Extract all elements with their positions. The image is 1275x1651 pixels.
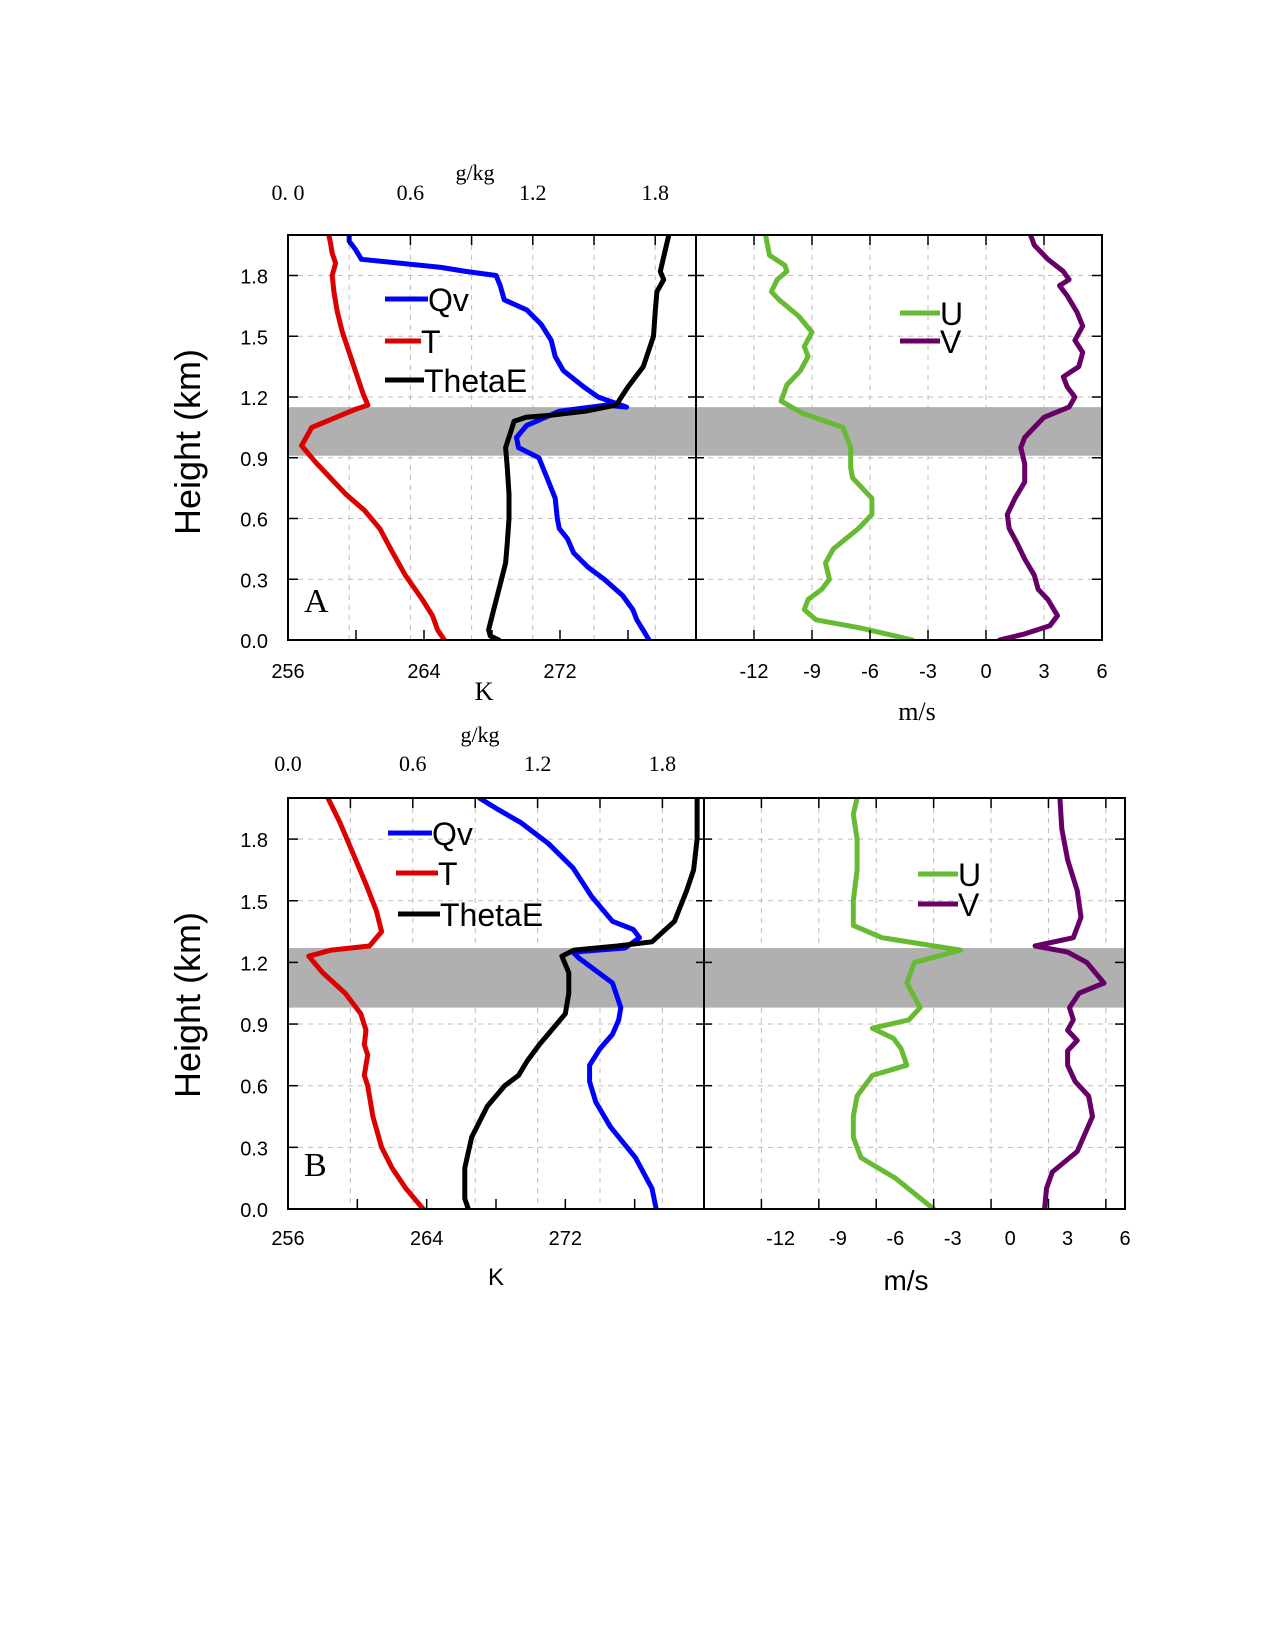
- panel-b-grid: [288, 798, 1125, 1209]
- panel-b-legend-left: Qv T ThetaE: [388, 816, 543, 933]
- panel-a: 0.0 0.3 0.6 0.9 1.2 1.5 1.8 256 264 272 0. 0 0.6 1.2…: [240, 160, 1107, 726]
- wind-tick-label: 3: [1038, 661, 1049, 683]
- panel-a-series-u: [763, 235, 915, 640]
- panel-b-left-xlabel: K: [488, 1264, 504, 1291]
- y-tick-label: 1.5: [240, 892, 268, 914]
- wind-tick-label: -6: [861, 661, 879, 683]
- panel-b-series-u: [850, 798, 963, 1209]
- y-tick-label: 1.5: [240, 327, 268, 349]
- k-tick-label: 256: [271, 1228, 304, 1250]
- y-tick-label: 1.8: [240, 830, 268, 852]
- legend-b-v: V: [958, 887, 980, 923]
- wind-tick-label: -6: [886, 1228, 904, 1250]
- qv-tick-label: 0.6: [397, 180, 425, 205]
- legend-a-t: T: [421, 324, 441, 360]
- panel-a-left-xlabel: K: [475, 677, 494, 706]
- y-tick-label: 0.3: [240, 570, 268, 592]
- qv-tick-label: 0. 0: [272, 180, 305, 205]
- panel-b-top-axis-title: g/kg: [460, 722, 499, 747]
- panel-a-ticks: 0.0 0.3 0.6 0.9 1.2 1.5 1.8 256 264 272 0. 0 0.6 1.2…: [240, 180, 1107, 683]
- y-tick-label: 1.8: [240, 267, 268, 289]
- panel-a-right-xlabel: m/s: [898, 697, 936, 726]
- qv-tick-label: 1.2: [519, 180, 547, 205]
- panel-a-legend-left: Qv T ThetaE: [385, 282, 527, 399]
- wind-tick-label: -3: [919, 661, 937, 683]
- panel-a-series-thetae: [486, 235, 672, 640]
- panel-b-legend-right: U V: [918, 857, 981, 923]
- k-tick-label: 264: [410, 1228, 443, 1250]
- panel-b-series-t: [306, 798, 426, 1209]
- panel-a-label: A: [304, 583, 329, 620]
- legend-b-qv: Qv: [432, 816, 473, 852]
- qv-tick-label: 1.8: [649, 751, 677, 776]
- panel-a-series-t: [299, 235, 447, 640]
- panel-b-series-thetae: [462, 798, 700, 1209]
- qv-tick-label: 0.0: [274, 751, 302, 776]
- wind-tick-label: -9: [829, 1228, 847, 1250]
- y-tick-label: 1.2: [240, 388, 268, 410]
- legend-b-t: T: [438, 856, 458, 892]
- y-tick-label: 0.6: [240, 510, 268, 532]
- y-tick-label: 0.9: [240, 449, 268, 471]
- panel-a-series-v: [997, 235, 1086, 640]
- panel-b-series-v: [1032, 798, 1107, 1209]
- legend-a-qv: Qv: [428, 282, 469, 318]
- k-tick-label: 256: [271, 661, 304, 683]
- legend-a-v: V: [940, 324, 962, 360]
- y-tick-label: 0.6: [240, 1077, 268, 1099]
- panel-a-legend-right: U V: [900, 296, 963, 360]
- y-tick-label: 0.3: [240, 1138, 268, 1160]
- qv-tick-label: 1.8: [641, 180, 669, 205]
- panel-b-left-series: [306, 798, 700, 1209]
- y-tick-label: 1.2: [240, 953, 268, 975]
- panel-b-series-qv: [476, 798, 659, 1209]
- wind-tick-label: -12: [740, 661, 769, 683]
- k-tick-label: 264: [407, 661, 440, 683]
- panel-b-right-xlabel: m/s: [883, 1265, 928, 1296]
- wind-tick-label: 0: [980, 661, 991, 683]
- panel-b-right-series: [850, 798, 1107, 1209]
- legend-b-thetae: ThetaE: [440, 897, 543, 933]
- panel-b: 0.0 0.3 0.6 0.9 1.2 1.5 1.8 256 264 272 0.0 0.6 1.2 1…: [240, 722, 1130, 1296]
- y-axis-title-b: Height (km): [167, 912, 208, 1098]
- y-axis-title-a: Height (km): [167, 349, 208, 535]
- y-tick-label: 0.0: [240, 1200, 268, 1222]
- wind-tick-label: 3: [1062, 1228, 1073, 1250]
- wind-tick-label: -3: [944, 1228, 962, 1250]
- panel-a-series-qv: [346, 235, 652, 640]
- panel-b-ticks: 0.0 0.3 0.6 0.9 1.2 1.5 1.8 256 264 272 0.0 0.6 1.2 1…: [240, 751, 1130, 1250]
- legend-b-u: U: [958, 857, 981, 893]
- y-tick-label: 0.9: [240, 1015, 268, 1037]
- legend-a-thetae: ThetaE: [424, 363, 527, 399]
- panel-b-label: B: [304, 1147, 327, 1184]
- wind-tick-label: 6: [1096, 661, 1107, 683]
- legend-a-u: U: [940, 296, 963, 332]
- wind-tick-label: 0: [1005, 1228, 1016, 1250]
- panel-a-left-series: [299, 235, 672, 640]
- qv-tick-label: 0.6: [399, 751, 427, 776]
- wind-tick-label: -9: [803, 661, 821, 683]
- wind-tick-label: 6: [1119, 1228, 1130, 1250]
- y-tick-label: 0.0: [240, 631, 268, 653]
- panel-b-shaded-layer: [288, 948, 1125, 1008]
- qv-tick-label: 1.2: [524, 751, 552, 776]
- panel-a-right-series: [763, 235, 1086, 640]
- wind-tick-label: -12: [766, 1228, 795, 1250]
- k-tick-label: 272: [549, 1228, 582, 1250]
- panel-a-top-axis-title: g/kg: [455, 160, 494, 185]
- k-tick-label: 272: [543, 661, 576, 683]
